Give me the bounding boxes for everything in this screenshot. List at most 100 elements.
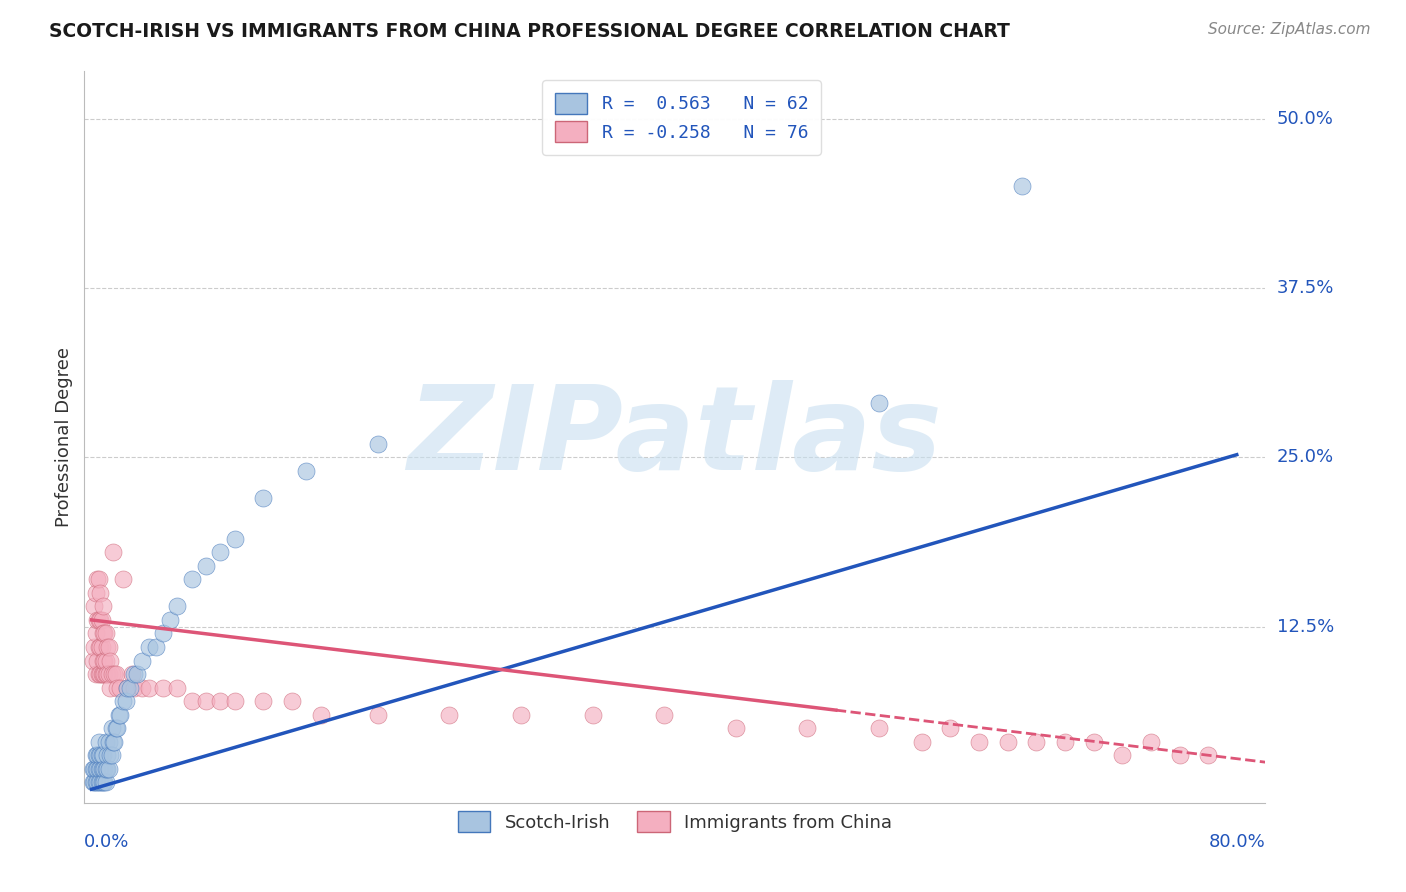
Point	[108, 681, 131, 695]
Point	[93, 654, 115, 668]
Point	[120, 681, 142, 695]
Point	[111, 572, 134, 586]
Point	[84, 775, 107, 789]
Point	[166, 599, 188, 614]
Point	[652, 707, 675, 722]
Point	[107, 707, 129, 722]
Point	[124, 681, 146, 695]
Point	[90, 748, 112, 763]
Point	[105, 721, 128, 735]
Y-axis label: Professional Degree: Professional Degree	[55, 347, 73, 527]
Point	[91, 654, 114, 668]
Point	[1140, 735, 1163, 749]
Point	[90, 613, 112, 627]
Point	[439, 707, 461, 722]
Point	[121, 667, 143, 681]
Point	[96, 667, 118, 681]
Point	[510, 707, 533, 722]
Point	[82, 762, 104, 776]
Text: 80.0%: 80.0%	[1209, 833, 1265, 851]
Point	[89, 586, 111, 600]
Text: 12.5%: 12.5%	[1277, 618, 1334, 636]
Point	[87, 640, 110, 654]
Point	[90, 640, 112, 654]
Point	[180, 694, 202, 708]
Point	[89, 640, 111, 654]
Point	[101, 735, 124, 749]
Point	[94, 735, 117, 749]
Point	[98, 681, 121, 695]
Point	[103, 667, 125, 681]
Point	[1011, 179, 1033, 194]
Point	[91, 748, 114, 763]
Point	[131, 654, 153, 668]
Point	[84, 762, 107, 776]
Text: 50.0%: 50.0%	[1277, 110, 1333, 128]
Point	[967, 735, 990, 749]
Point	[111, 694, 134, 708]
Point	[91, 775, 114, 789]
Point	[868, 721, 890, 735]
Point	[152, 681, 174, 695]
Point	[93, 667, 115, 681]
Point	[1111, 748, 1133, 763]
Point	[108, 707, 131, 722]
Point	[94, 667, 117, 681]
Point	[124, 667, 146, 681]
Point	[117, 681, 139, 695]
Point	[224, 532, 246, 546]
Point	[96, 640, 118, 654]
Point	[295, 464, 318, 478]
Point	[367, 707, 389, 722]
Point	[90, 762, 112, 776]
Point	[89, 667, 111, 681]
Point	[281, 694, 304, 708]
Point	[100, 667, 122, 681]
Point	[104, 667, 127, 681]
Point	[1083, 735, 1105, 749]
Point	[93, 626, 115, 640]
Point	[1197, 748, 1219, 763]
Point	[91, 762, 114, 776]
Point	[309, 707, 332, 722]
Point	[1168, 748, 1191, 763]
Point	[86, 613, 108, 627]
Point	[94, 654, 117, 668]
Point	[94, 775, 117, 789]
Point	[997, 735, 1019, 749]
Point	[104, 721, 127, 735]
Point	[100, 721, 122, 735]
Point	[82, 654, 104, 668]
Text: Source: ZipAtlas.com: Source: ZipAtlas.com	[1208, 22, 1371, 37]
Point	[89, 613, 111, 627]
Point	[97, 735, 120, 749]
Point	[97, 667, 120, 681]
Point	[87, 735, 110, 749]
Point	[93, 775, 115, 789]
Point	[103, 735, 125, 749]
Point	[98, 654, 121, 668]
Point	[138, 681, 160, 695]
Point	[84, 748, 107, 763]
Point	[86, 748, 108, 763]
Point	[209, 545, 232, 559]
Point	[83, 640, 105, 654]
Point	[82, 775, 104, 789]
Point	[868, 396, 890, 410]
Point	[1025, 735, 1047, 749]
Point	[87, 613, 110, 627]
Point	[83, 775, 105, 789]
Point	[87, 667, 110, 681]
Point	[87, 775, 110, 789]
Point	[84, 586, 107, 600]
Point	[166, 681, 188, 695]
Text: 0.0%: 0.0%	[84, 833, 129, 851]
Point	[252, 491, 274, 505]
Point	[581, 707, 603, 722]
Point	[86, 762, 108, 776]
Point	[91, 599, 114, 614]
Point	[84, 626, 107, 640]
Point	[90, 667, 112, 681]
Point	[83, 762, 105, 776]
Point	[159, 613, 181, 627]
